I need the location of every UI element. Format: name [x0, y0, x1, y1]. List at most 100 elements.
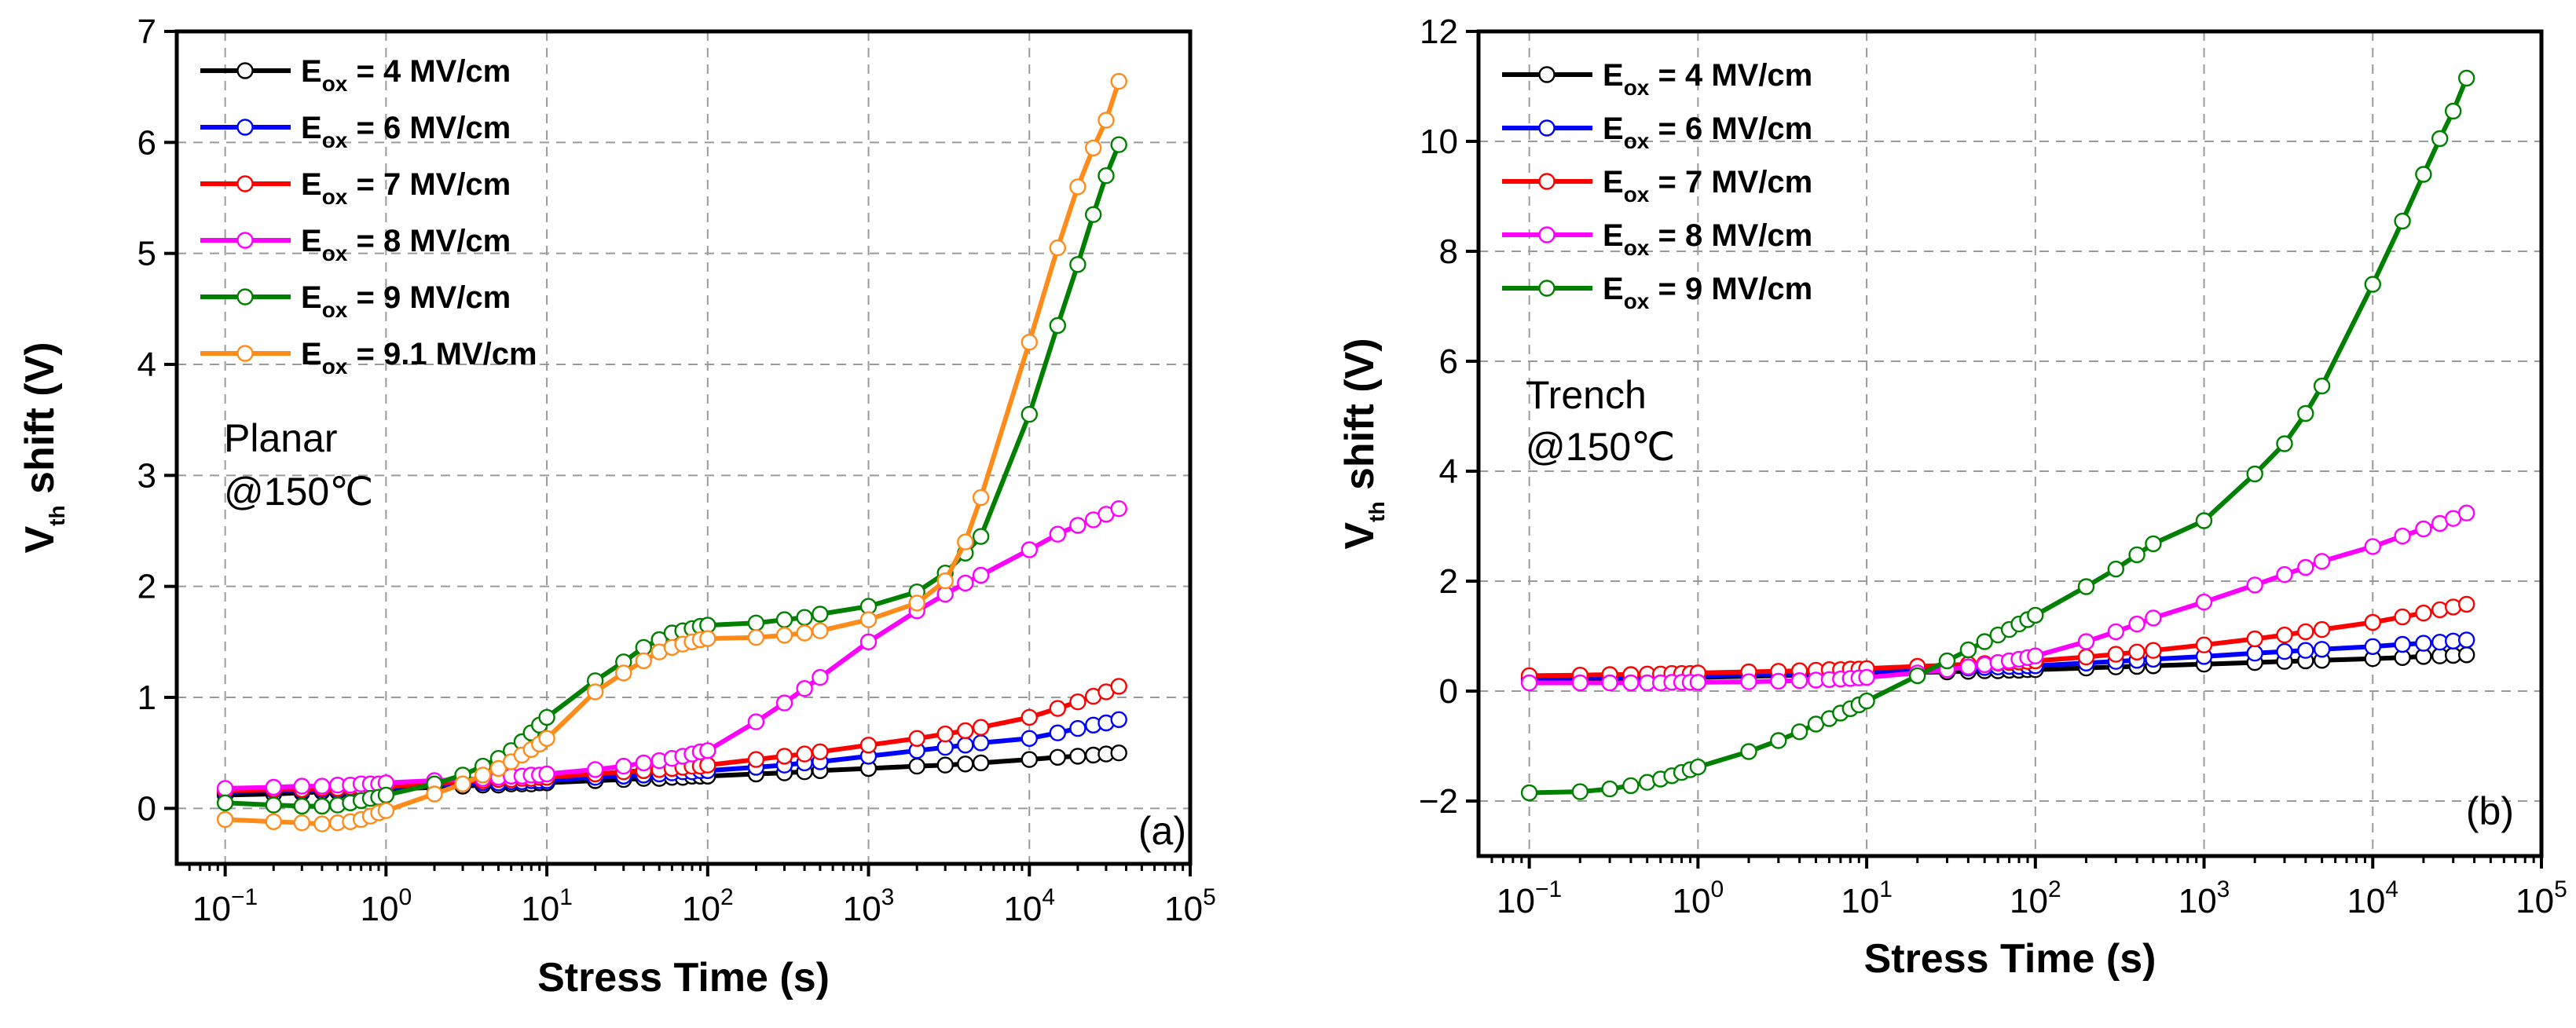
data-point — [1097, 166, 1115, 185]
data-point — [972, 488, 990, 507]
data-point — [1069, 693, 1086, 711]
data-point — [1976, 656, 1993, 674]
data-point — [1021, 334, 1039, 351]
data-point — [1740, 743, 1757, 760]
data-point — [1049, 239, 1067, 257]
data-point — [908, 594, 925, 612]
data-point — [2415, 604, 2432, 622]
data-point — [1084, 206, 1102, 223]
legend-marker — [236, 62, 254, 79]
data-point — [1110, 744, 1127, 762]
annotation-text: Trench — [1526, 373, 1647, 417]
data-point — [796, 609, 813, 626]
data-point — [2457, 69, 2475, 87]
x-tick-label: 10−1 — [1497, 876, 1562, 920]
data-point — [1520, 784, 1538, 802]
legend-marker — [236, 119, 254, 136]
data-point — [2107, 560, 2125, 578]
data-point — [812, 668, 829, 686]
legend-marker — [236, 345, 254, 362]
annotation-text: @150℃ — [1526, 425, 1675, 469]
data-point — [2077, 633, 2095, 650]
data-point — [972, 734, 990, 752]
x-tick-label: 100 — [1673, 876, 1724, 920]
data-point — [2246, 645, 2263, 662]
data-point — [2195, 512, 2213, 529]
x-tick-label: 103 — [843, 884, 895, 928]
data-point — [957, 722, 974, 740]
panel-a: 10−1 100 101 102 103 104 105 0 1 2 3 4 5 6 7 Stress Tim… — [17, 13, 1216, 1001]
legend-marker — [1538, 280, 1555, 297]
data-point — [2027, 647, 2044, 664]
data-point — [2145, 535, 2162, 553]
data-point — [775, 611, 793, 628]
data-point — [216, 780, 234, 797]
x-axis-title: Stress Time (s) — [1864, 936, 2156, 982]
data-point — [1069, 256, 1086, 273]
data-point — [313, 777, 331, 795]
data-point — [2107, 623, 2125, 641]
data-point — [377, 786, 395, 804]
data-point — [2431, 601, 2449, 619]
data-point — [2077, 648, 2095, 666]
data-point — [812, 605, 829, 623]
data-point — [972, 566, 990, 584]
x-tick-label: 101 — [521, 884, 573, 928]
x-tick-label: 103 — [2178, 876, 2230, 920]
x-tick-label: 102 — [2010, 876, 2061, 920]
data-point — [2415, 635, 2432, 652]
data-point — [489, 759, 508, 777]
data-point — [1571, 674, 1589, 692]
data-point — [1790, 723, 1808, 741]
data-point — [2457, 504, 2475, 521]
data-point — [812, 622, 829, 639]
data-point — [972, 528, 990, 545]
data-point — [1959, 641, 1977, 659]
data-point — [2313, 620, 2331, 638]
legend-label-5: Eox = 9 MV/cm — [1603, 272, 1812, 313]
data-point — [2394, 608, 2411, 626]
data-point — [1110, 136, 1127, 153]
data-point — [2246, 465, 2263, 483]
data-point — [2128, 546, 2145, 564]
data-point — [1858, 692, 1875, 710]
legend-label-4: Eox = 8 MV/cm — [301, 224, 511, 265]
data-point — [1740, 673, 1757, 690]
data-point — [957, 755, 974, 773]
data-point — [796, 624, 813, 642]
data-point — [972, 754, 990, 772]
data-point — [936, 572, 954, 590]
annotation-text: Planar — [224, 416, 338, 460]
data-point — [2313, 553, 2331, 570]
data-point — [2457, 631, 2475, 649]
data-point — [1689, 674, 1707, 691]
data-point — [587, 683, 604, 701]
y-tick-label: 6 — [137, 123, 156, 162]
data-point — [293, 814, 310, 832]
data-point — [2364, 276, 2382, 293]
data-point — [2457, 595, 2475, 613]
data-point — [2276, 626, 2293, 644]
data-point — [1021, 708, 1039, 726]
data-point — [1021, 405, 1039, 423]
panel-label: (b) — [2466, 789, 2514, 833]
data-point — [699, 742, 716, 759]
data-point — [1938, 652, 1956, 670]
y-axis-title: Vth shift (V) — [1337, 338, 1389, 549]
data-point — [2276, 565, 2293, 584]
data-point — [2444, 102, 2462, 120]
data-point — [1110, 711, 1127, 728]
data-point — [1110, 72, 1127, 90]
data-point — [587, 761, 604, 778]
x-tick-label: 104 — [2347, 876, 2398, 920]
data-point — [216, 794, 234, 811]
data-point — [2145, 609, 2162, 627]
data-point — [2195, 593, 2213, 611]
y-tick-label: 0 — [137, 789, 156, 828]
data-point — [1571, 783, 1589, 800]
legend-label-6: Eox = 9.1 MV/cm — [301, 337, 537, 379]
data-point — [615, 664, 632, 682]
y-tick-label: 12 — [1420, 13, 1458, 51]
data-point — [775, 627, 793, 644]
data-point — [936, 725, 954, 743]
